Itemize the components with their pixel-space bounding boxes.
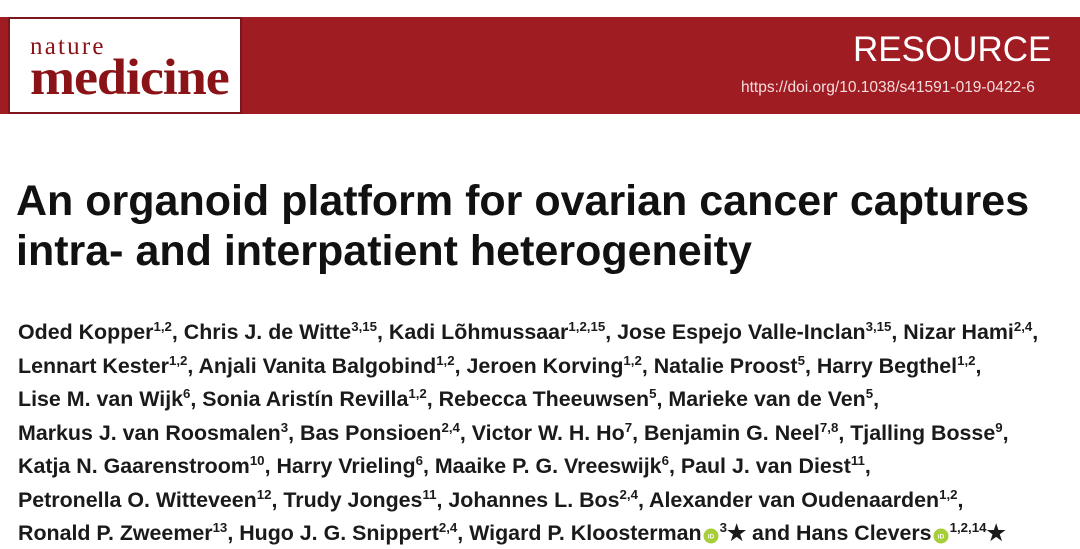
svg-text:iD: iD xyxy=(937,534,944,541)
svg-text:iD: iD xyxy=(707,534,714,541)
